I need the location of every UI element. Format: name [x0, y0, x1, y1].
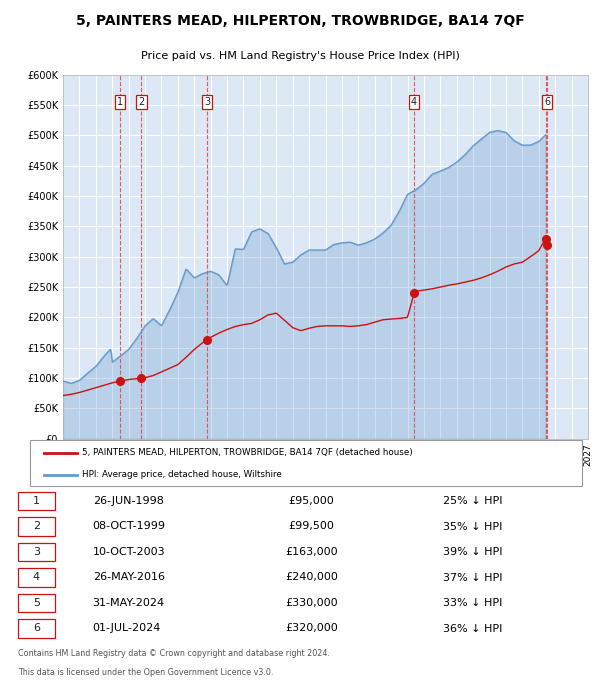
Text: 6: 6 [33, 624, 40, 634]
Text: This data is licensed under the Open Government Licence v3.0.: This data is licensed under the Open Gov… [18, 668, 274, 677]
Text: 01-JUL-2024: 01-JUL-2024 [92, 624, 161, 634]
Text: 5, PAINTERS MEAD, HILPERTON, TROWBRIDGE, BA14 7QF: 5, PAINTERS MEAD, HILPERTON, TROWBRIDGE,… [76, 14, 524, 29]
Text: £240,000: £240,000 [285, 573, 338, 583]
FancyBboxPatch shape [18, 619, 55, 638]
FancyBboxPatch shape [18, 543, 55, 561]
Text: 6: 6 [544, 97, 550, 107]
FancyBboxPatch shape [18, 594, 55, 612]
Text: 3: 3 [204, 97, 210, 107]
Text: HPI: Average price, detached house, Wiltshire: HPI: Average price, detached house, Wilt… [82, 470, 282, 479]
Text: 25% ↓ HPI: 25% ↓ HPI [443, 496, 503, 506]
Text: 08-OCT-1999: 08-OCT-1999 [92, 522, 166, 532]
Text: 4: 4 [33, 573, 40, 583]
Text: 4: 4 [411, 97, 417, 107]
Text: 1: 1 [117, 97, 123, 107]
Text: 5, PAINTERS MEAD, HILPERTON, TROWBRIDGE, BA14 7QF (detached house): 5, PAINTERS MEAD, HILPERTON, TROWBRIDGE,… [82, 448, 413, 458]
Text: £163,000: £163,000 [285, 547, 338, 557]
Text: 10-OCT-2003: 10-OCT-2003 [92, 547, 165, 557]
Text: 2: 2 [138, 97, 145, 107]
Text: Price paid vs. HM Land Registry's House Price Index (HPI): Price paid vs. HM Land Registry's House … [140, 52, 460, 61]
Text: 3: 3 [33, 547, 40, 557]
Text: 33% ↓ HPI: 33% ↓ HPI [443, 598, 502, 608]
Text: £95,000: £95,000 [289, 496, 334, 506]
FancyBboxPatch shape [30, 440, 582, 486]
Text: £99,500: £99,500 [289, 522, 334, 532]
Text: Contains HM Land Registry data © Crown copyright and database right 2024.: Contains HM Land Registry data © Crown c… [18, 649, 330, 658]
Text: 39% ↓ HPI: 39% ↓ HPI [443, 547, 503, 557]
FancyBboxPatch shape [18, 568, 55, 587]
FancyBboxPatch shape [18, 492, 55, 510]
Text: 36% ↓ HPI: 36% ↓ HPI [443, 624, 502, 634]
Text: 1: 1 [33, 496, 40, 506]
Text: 26-MAY-2016: 26-MAY-2016 [92, 573, 164, 583]
Text: 37% ↓ HPI: 37% ↓ HPI [443, 573, 503, 583]
Text: 5: 5 [33, 598, 40, 608]
Text: 35% ↓ HPI: 35% ↓ HPI [443, 522, 502, 532]
FancyBboxPatch shape [18, 517, 55, 536]
Text: £330,000: £330,000 [285, 598, 338, 608]
Text: 2: 2 [33, 522, 40, 532]
Text: £320,000: £320,000 [285, 624, 338, 634]
Text: 26-JUN-1998: 26-JUN-1998 [92, 496, 164, 506]
Text: 31-MAY-2024: 31-MAY-2024 [92, 598, 165, 608]
